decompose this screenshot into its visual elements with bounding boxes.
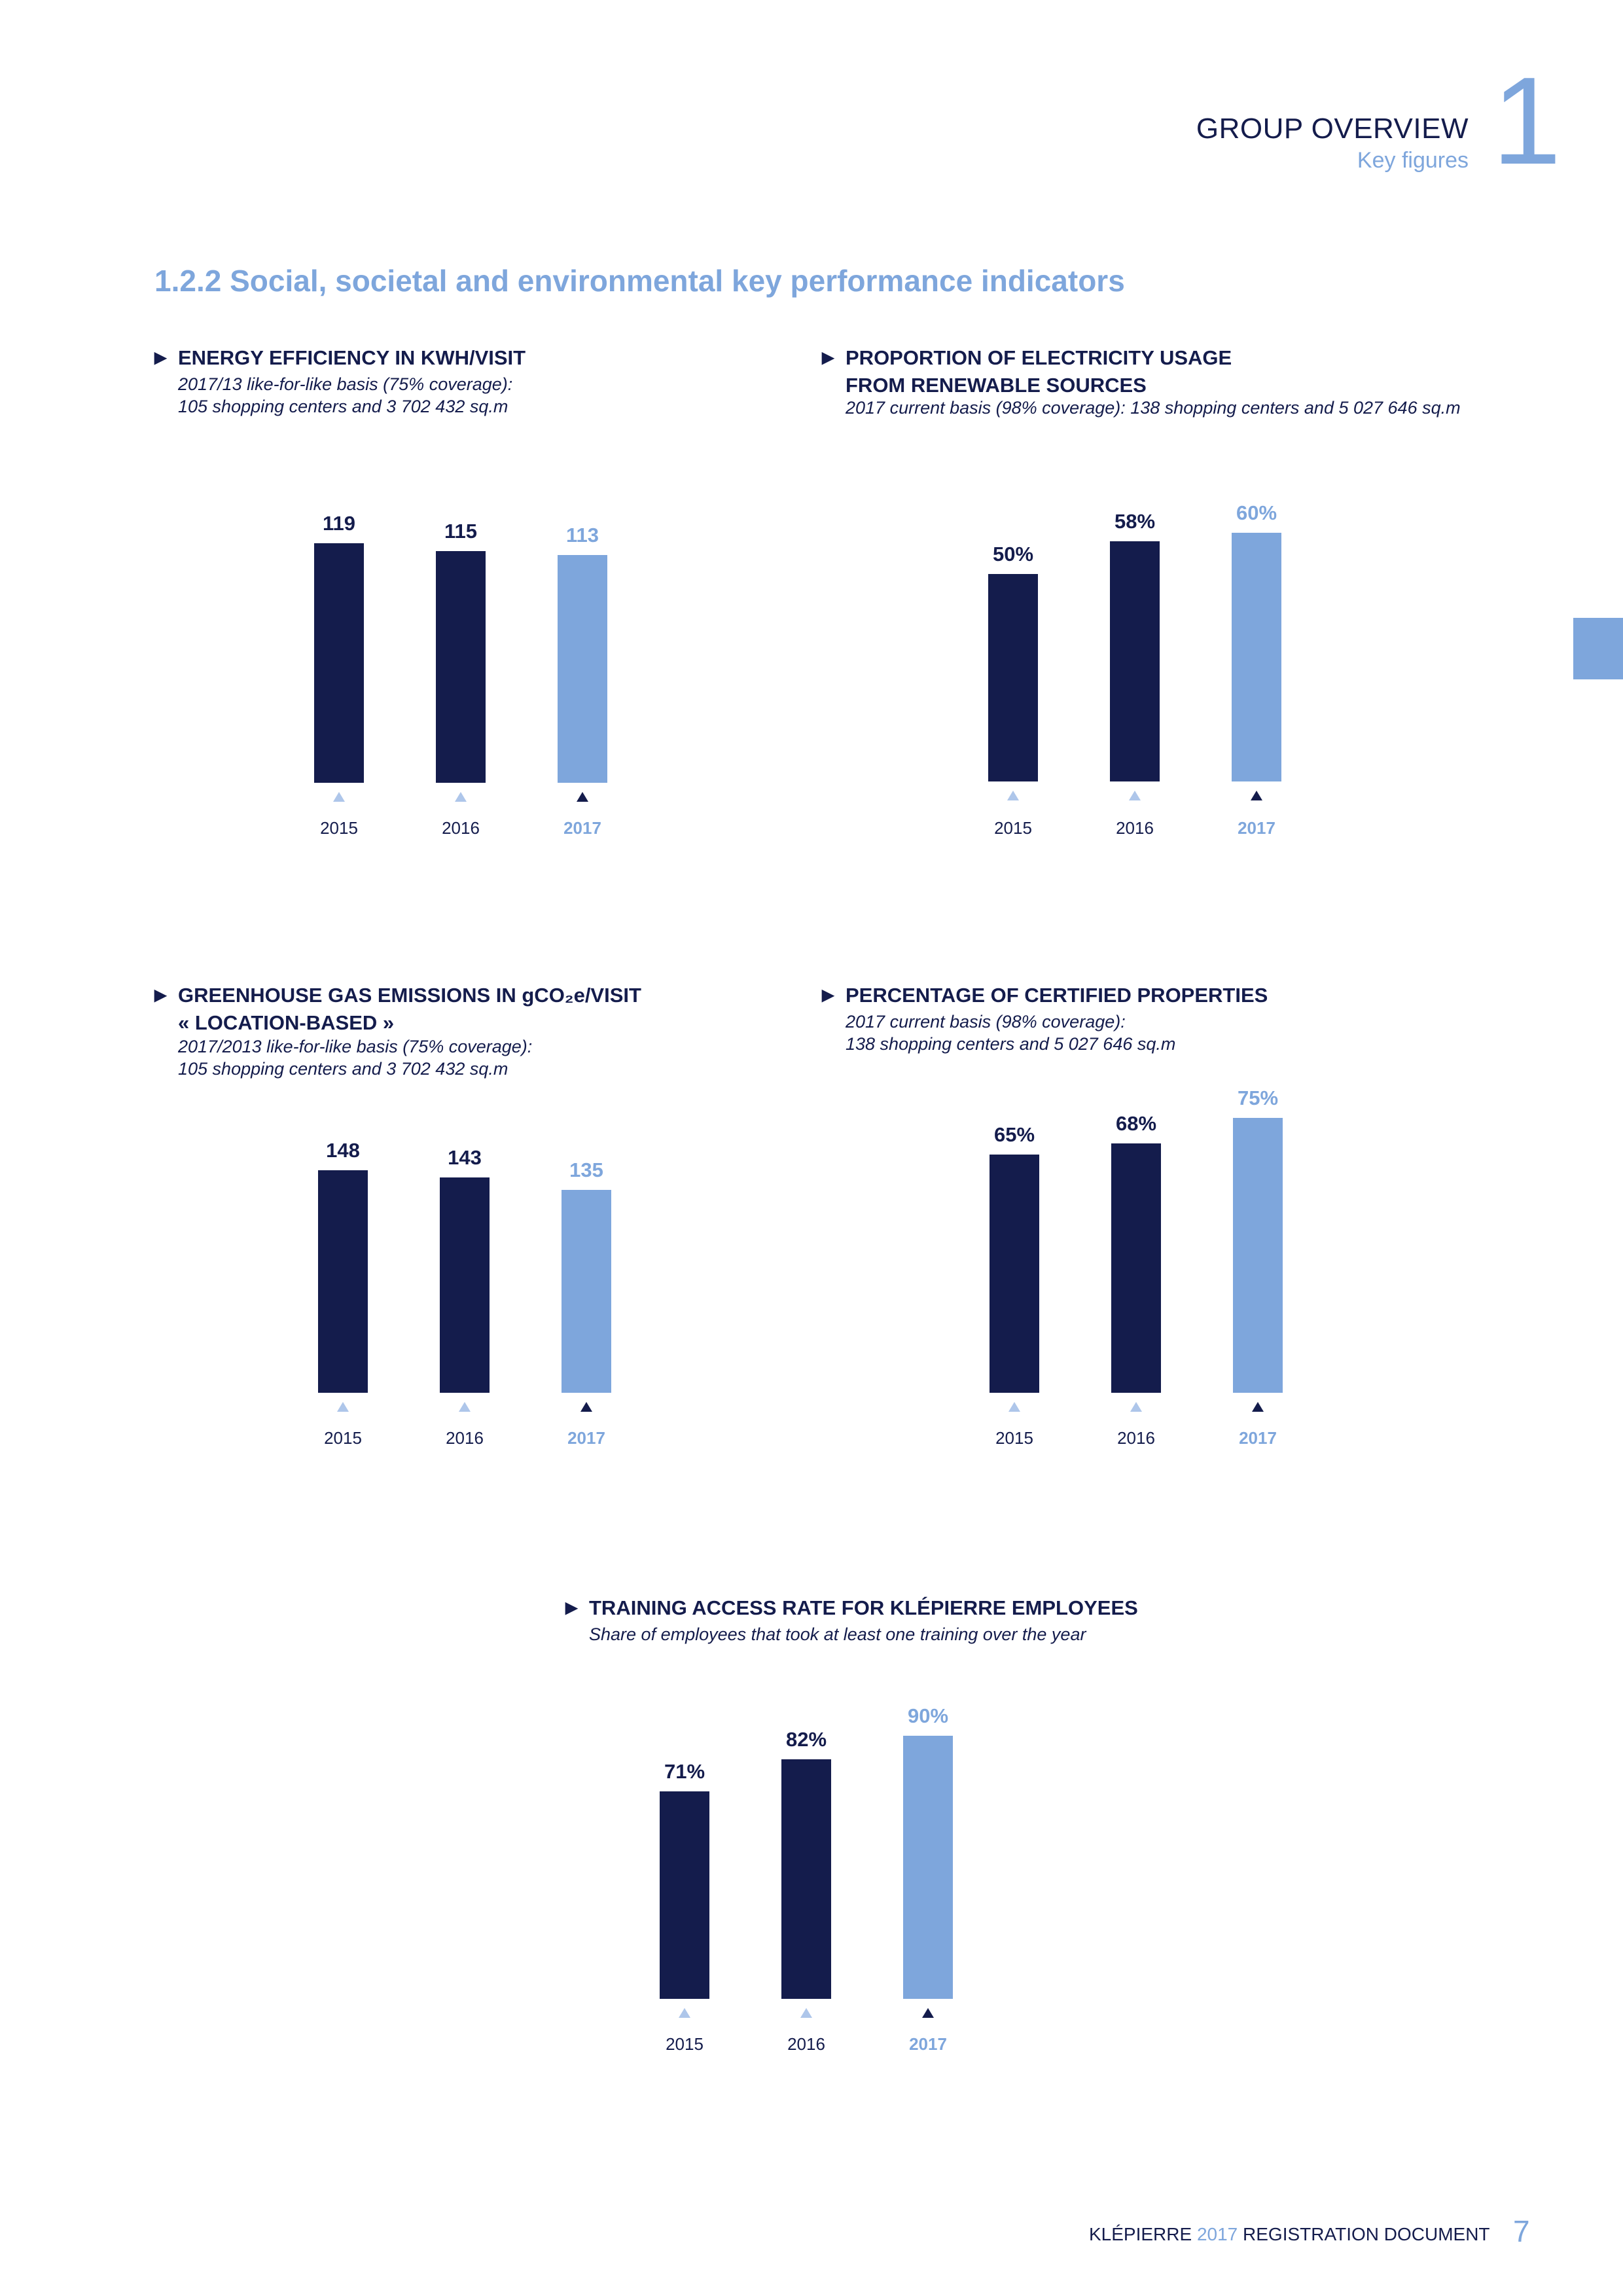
triangle-bullet-icon: ▶ — [154, 986, 167, 1004]
chart-title: « LOCATION-BASED » — [178, 1009, 394, 1037]
data-label-2017: 90% — [907, 1704, 949, 1727]
triangle-marker-icon — [1252, 1402, 1264, 1412]
bar-2017 — [1233, 1118, 1283, 1393]
bar-2015 — [314, 543, 364, 783]
bar-2015 — [990, 1155, 1039, 1393]
chart-title-text: PROPORTION OF ELECTRICITY USAGE — [846, 346, 1232, 369]
tick-label-2017: 2017 — [1238, 818, 1275, 838]
footer-brand-name: KLÉPIERRE — [1089, 2224, 1192, 2244]
triangle-marker-icon — [577, 792, 588, 802]
chart-title-text: GREENHOUSE GAS EMISSIONS IN gCO₂e/VISIT — [178, 984, 641, 1007]
data-label-2017: 60% — [1236, 501, 1277, 524]
tick-label-2016: 2016 — [787, 2034, 825, 2054]
data-label-2015: 71% — [664, 1760, 705, 1783]
data-label-2017: 75% — [1237, 1086, 1279, 1109]
data-label-2016: 58% — [1114, 510, 1156, 533]
tick-label-2015: 2015 — [994, 818, 1032, 838]
tick-label-2017: 2017 — [1239, 1428, 1277, 1448]
chart-subtitle: 2017 current basis (98% coverage): 138 s… — [846, 398, 1461, 418]
tick-label-2015: 2015 — [320, 818, 358, 838]
chart-title-text: ENERGY EFFICIENCY IN KWH/VISIT — [178, 346, 526, 369]
tick-label-2015: 2015 — [995, 1428, 1033, 1448]
triangle-bullet-icon: ▶ — [822, 986, 834, 1004]
triangle-marker-icon — [1008, 1402, 1020, 1412]
chapter-side-tab — [1573, 618, 1623, 679]
bar-2015 — [318, 1170, 368, 1393]
triangle-bullet-icon: ▶ — [154, 349, 167, 367]
bar-2017 — [1232, 533, 1281, 781]
footer-brand: KLÉPIERRE 2017 REGISTRATION DOCUMENT — [1089, 2224, 1490, 2245]
triangle-marker-icon — [800, 2008, 812, 2018]
data-label-2015: 65% — [993, 1123, 1035, 1146]
triangle-marker-icon — [922, 2008, 934, 2018]
data-label-2016: 115 — [444, 520, 477, 543]
chart-subtitle: 2017 current basis (98% coverage): — [846, 1012, 1126, 1031]
data-label-2015: 119 — [322, 512, 355, 535]
data-label-2016: 82% — [785, 1728, 827, 1751]
chart-subtitle: Share of employees that took at least on… — [589, 1624, 1086, 1644]
footer-year: 2017 — [1196, 2224, 1238, 2244]
tick-label-2017: 2017 — [563, 818, 601, 838]
chart-title-text: « LOCATION-BASED » — [178, 1011, 395, 1034]
data-label-2016: 68% — [1115, 1112, 1157, 1135]
bar-2016 — [1111, 1143, 1161, 1393]
footer-doc-name: REGISTRATION DOCUMENT — [1243, 2224, 1490, 2244]
bar-2015 — [660, 1791, 709, 1999]
triangle-marker-icon — [1130, 1402, 1142, 1412]
chart-subtitle: 2017/13 like-for-like basis (75% coverag… — [178, 374, 513, 394]
chart-title-text: PERCENTAGE OF CERTIFIED PROPERTIES — [846, 984, 1268, 1007]
triangle-marker-icon — [679, 2008, 690, 2018]
triangle-marker-icon — [333, 792, 345, 802]
chart-title-text: TRAINING ACCESS RATE FOR KLÉPIERRE EMPLO… — [589, 1596, 1138, 1619]
bar-2016 — [440, 1177, 490, 1393]
triangle-marker-icon — [1007, 791, 1019, 800]
chart-title: ▶ TRAINING ACCESS RATE FOR KLÉPIERRE EMPL… — [565, 1594, 1138, 1622]
bar-2016 — [1110, 541, 1160, 781]
bar-2016 — [781, 1759, 831, 1999]
data-label-2016: 143 — [448, 1146, 482, 1169]
chapter-number: 1 — [1492, 52, 1561, 190]
triangle-marker-icon — [1251, 791, 1262, 800]
triangle-marker-icon — [1129, 791, 1141, 800]
page-header-title: GROUP OVERVIEW — [1196, 113, 1469, 145]
tick-label-2015: 2015 — [324, 1428, 362, 1448]
chart-title: ▶ PERCENTAGE OF CERTIFIED PROPERTIES — [822, 982, 1268, 1009]
chart-title: ▶ GREENHOUSE GAS EMISSIONS IN gCO₂e/VISIT — [154, 982, 641, 1009]
triangle-marker-icon — [337, 1402, 349, 1412]
triangle-marker-icon — [580, 1402, 592, 1412]
chart-subtitle: 138 shopping centers and 5 027 646 sq.m — [846, 1034, 1176, 1054]
bar-2017 — [562, 1190, 611, 1393]
tick-label-2016: 2016 — [446, 1428, 484, 1448]
bar-2016 — [436, 551, 486, 783]
chart-title: ▶ PROPORTION OF ELECTRICITY USAGE — [822, 344, 1232, 372]
section-title: 1.2.2 Social, societal and environmental… — [154, 264, 1125, 298]
tick-label-2017: 2017 — [909, 2034, 947, 2054]
chart-subtitle: 105 shopping centers and 3 702 432 sq.m — [178, 397, 508, 416]
bar-2017 — [903, 1736, 953, 1999]
chart-title: ▶ ENERGY EFFICIENCY IN KWH/VISIT — [154, 344, 526, 372]
data-label-2017: 135 — [569, 1158, 603, 1181]
tick-label-2016: 2016 — [1117, 1428, 1155, 1448]
bar-2015 — [988, 574, 1038, 781]
tick-label-2016: 2016 — [442, 818, 480, 838]
page-number: 7 — [1513, 2214, 1530, 2248]
triangle-marker-icon — [459, 1402, 471, 1412]
tick-label-2017: 2017 — [567, 1428, 605, 1448]
chart-title: FROM RENEWABLE SOURCES — [846, 372, 1147, 399]
tick-label-2015: 2015 — [666, 2034, 704, 2054]
chart-subtitle: 2017/2013 like-for-like basis (75% cover… — [178, 1037, 533, 1056]
data-label-2015: 50% — [992, 543, 1034, 565]
page-header-subtitle: Key figures — [1357, 148, 1469, 173]
tick-label-2016: 2016 — [1116, 818, 1154, 838]
bar-2017 — [558, 555, 607, 783]
chart-title-text: FROM RENEWABLE SOURCES — [846, 374, 1147, 397]
triangle-bullet-icon: ▶ — [822, 349, 834, 367]
data-label-2017: 113 — [565, 524, 599, 547]
triangle-bullet-icon: ▶ — [565, 1599, 578, 1617]
triangle-marker-icon — [455, 792, 467, 802]
chart-subtitle: 105 shopping centers and 3 702 432 sq.m — [178, 1059, 508, 1079]
data-label-2015: 148 — [326, 1139, 360, 1162]
